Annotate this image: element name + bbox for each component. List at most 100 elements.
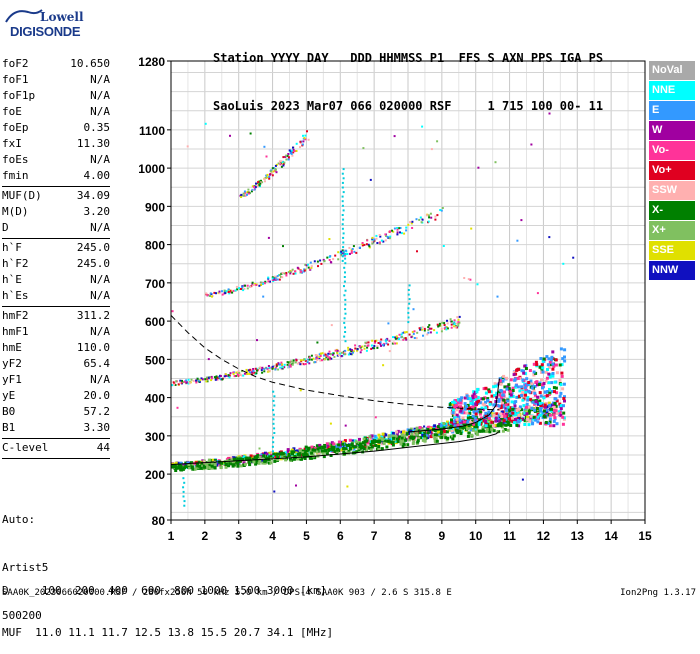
echo-dot — [551, 372, 555, 375]
echo-dot — [476, 432, 480, 436]
echo-dot — [476, 388, 480, 391]
echo-dot — [283, 366, 286, 369]
echo-dot — [516, 411, 520, 415]
echo-dot — [320, 262, 323, 265]
echo-dot — [228, 376, 231, 379]
echo-dot — [450, 420, 453, 424]
echo-dot — [210, 379, 213, 382]
echo-dot — [367, 243, 370, 246]
echo-dot — [272, 450, 274, 453]
echo-dot — [296, 362, 299, 365]
echo-dot — [555, 399, 559, 403]
param-value: N/A — [90, 153, 110, 166]
echo-dot — [402, 436, 406, 440]
echo-dot — [440, 327, 443, 330]
echo-dot — [338, 352, 341, 355]
echo-dot — [276, 457, 280, 461]
echo-dot — [422, 334, 424, 337]
echo-dot — [472, 392, 476, 396]
echo-dot — [531, 421, 535, 425]
echo-dot — [377, 433, 381, 437]
echo-dot — [329, 454, 333, 457]
echo-dot — [457, 321, 460, 324]
echo-dot — [341, 249, 344, 252]
echo-dot — [186, 461, 190, 465]
echo-dot — [307, 446, 311, 450]
echo-dot — [219, 377, 222, 380]
echo-dot — [457, 398, 460, 402]
param-row: hmF2 311.2 — [2, 308, 110, 324]
param-row: yF2 65.4 — [2, 356, 110, 372]
echo-dot — [518, 405, 522, 409]
echo-dot — [534, 418, 538, 422]
echo-dot — [382, 364, 385, 367]
echo-dot — [184, 461, 188, 465]
echo-dot — [358, 442, 362, 446]
echo-dot — [196, 380, 199, 383]
echo-dot — [337, 258, 340, 261]
echo-dot — [385, 445, 389, 449]
echo-dot — [471, 414, 475, 418]
echo-dot — [282, 454, 286, 457]
echo-dot — [500, 417, 504, 421]
echo-dot — [295, 359, 298, 362]
echo-dot — [541, 366, 545, 370]
echo-dot — [319, 359, 322, 362]
echo-dot — [502, 419, 506, 423]
echo-dot — [307, 358, 310, 361]
echo-dot — [287, 361, 290, 364]
echo-dot — [316, 447, 320, 451]
echo-dot — [264, 177, 267, 179]
echo-dot — [468, 397, 472, 401]
echo-dot — [303, 269, 306, 272]
param-row: foF1 N/A — [2, 72, 110, 88]
echo-dot — [307, 138, 310, 141]
echo-dot — [268, 366, 271, 369]
echo-dot — [171, 384, 174, 387]
echo-dot — [181, 379, 183, 382]
echo-dot — [444, 436, 448, 440]
echo-dot — [421, 432, 425, 435]
echo-dot — [423, 425, 426, 428]
param-label: h`E — [2, 273, 22, 286]
echo-dot — [316, 341, 319, 344]
echo-dot — [341, 204, 344, 207]
echo-dot — [268, 176, 271, 178]
echo-dot — [344, 424, 347, 427]
echo-dot — [562, 382, 566, 386]
echo-dot — [387, 441, 391, 445]
echo-dot — [445, 326, 448, 329]
echo-dot — [266, 367, 269, 370]
echo-dot — [296, 452, 300, 456]
echo-dot — [428, 216, 431, 219]
echo-dot — [285, 274, 288, 277]
echo-dot — [301, 453, 305, 457]
echo-dot — [261, 366, 264, 369]
echo-dot — [490, 414, 494, 418]
echo-dot — [507, 420, 511, 424]
echo-dot — [555, 411, 559, 415]
echo-dot — [330, 324, 333, 327]
echo-dot — [283, 161, 286, 164]
echo-dot — [274, 168, 277, 171]
echo-dot — [475, 410, 479, 414]
echo-dot — [408, 438, 412, 442]
echo-dot — [353, 250, 356, 253]
echo-dot — [240, 193, 243, 196]
echo-dot — [372, 440, 376, 444]
echo-dot — [366, 346, 369, 349]
legend-item: NoVal — [649, 61, 695, 80]
param-value: N/A — [90, 221, 110, 234]
auto-label: Auto: — [2, 513, 36, 526]
echo-dot — [274, 277, 277, 280]
echo-dot — [488, 430, 492, 434]
param-label: foF1 — [2, 73, 29, 86]
echo-dot — [380, 239, 383, 242]
echo-dot — [252, 284, 255, 286]
echo-dot — [548, 112, 551, 115]
echo-dot — [484, 400, 488, 404]
echo-dot — [492, 403, 496, 407]
echo-dot — [246, 287, 249, 290]
param-label: hmF1 — [2, 325, 29, 338]
echo-dot — [363, 344, 366, 347]
